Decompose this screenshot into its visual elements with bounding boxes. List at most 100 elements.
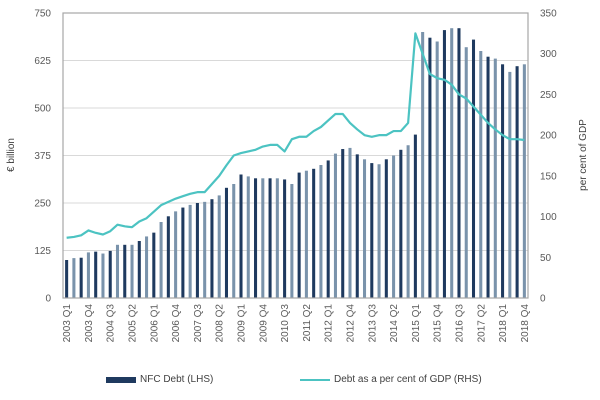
left-tick-label: 500 bbox=[34, 104, 51, 115]
right-tick-label: 150 bbox=[540, 171, 557, 182]
x-tick-label: 2015 Q4 bbox=[433, 304, 444, 343]
bar-2015-q4 bbox=[435, 41, 439, 298]
right-tick-label: 100 bbox=[540, 212, 557, 223]
legend-item-debt-gdp: Debt as a per cent of GDP (RHS) bbox=[300, 374, 482, 385]
bar-2005-q1 bbox=[123, 244, 127, 298]
x-tick-label: 2005 Q2 bbox=[128, 304, 139, 343]
plot-frame bbox=[62, 12, 529, 299]
line-series bbox=[66, 32, 525, 239]
bar-2013-q4 bbox=[377, 164, 381, 298]
bar-2011-q1 bbox=[297, 172, 301, 298]
bar-2015-q1 bbox=[413, 134, 417, 298]
bar-2003-q3 bbox=[79, 257, 83, 298]
x-tick-label: 2004 Q3 bbox=[106, 304, 117, 343]
bar-2007-q1 bbox=[181, 207, 185, 298]
x-tick-label: 2007 Q3 bbox=[193, 304, 204, 343]
x-tick-label: 2018 Q4 bbox=[520, 304, 531, 343]
left-tick-label: 250 bbox=[34, 199, 51, 210]
bar-2015-q3 bbox=[428, 37, 432, 298]
right-axis-ticks: 0 50 100 150 200 250 300 350 bbox=[540, 9, 557, 305]
bar-2017-q4 bbox=[493, 58, 497, 298]
left-tick-label: 375 bbox=[34, 151, 51, 162]
bar-2016-q4 bbox=[464, 47, 468, 299]
right-tick-label: 0 bbox=[540, 294, 546, 305]
x-tick-label: 2013 Q3 bbox=[367, 304, 378, 343]
bar-2005-q4 bbox=[145, 236, 149, 298]
bar-2007-q2 bbox=[188, 204, 192, 298]
x-tick-label: 2003 Q1 bbox=[62, 304, 73, 343]
bar-2004-q4 bbox=[115, 244, 120, 298]
legend-line-swatch bbox=[300, 378, 330, 381]
bar-2009-q4 bbox=[261, 178, 265, 298]
bar-2004-q2 bbox=[101, 253, 105, 298]
bar-2004-q1 bbox=[94, 251, 98, 298]
right-tick-label: 250 bbox=[540, 90, 557, 101]
bar-2017-q1 bbox=[471, 39, 476, 298]
bar-series bbox=[65, 28, 526, 299]
legend-line-label: Debt as a per cent of GDP (RHS) bbox=[334, 374, 482, 385]
bar-2012-q3 bbox=[341, 149, 345, 298]
bar-2009-q1 bbox=[239, 174, 243, 298]
bar-2018-q1 bbox=[501, 64, 505, 298]
legend-bar-swatch bbox=[106, 376, 136, 383]
bar-2016-q1 bbox=[442, 30, 446, 298]
x-tick-label: 2008 Q2 bbox=[215, 304, 226, 343]
left-axis-title: € billion bbox=[6, 138, 17, 172]
bar-2015-q2 bbox=[421, 32, 425, 298]
bar-2006-q1 bbox=[152, 232, 156, 298]
left-tick-label: 625 bbox=[34, 56, 51, 67]
bar-2004-q3 bbox=[108, 250, 112, 298]
bar-2018-q3 bbox=[515, 66, 519, 298]
x-tick-label: 2011 Q2 bbox=[302, 304, 313, 342]
left-axis-ticks: 0 125 250 375 500 625 750 bbox=[34, 9, 51, 305]
bar-2018-q4 bbox=[522, 64, 526, 298]
x-tick-label: 2018 Q1 bbox=[498, 304, 509, 343]
bar-2018-q2 bbox=[508, 71, 512, 299]
bar-2006-q4 bbox=[174, 211, 178, 298]
bar-2003-q1 bbox=[65, 260, 69, 298]
bar-2008-q4 bbox=[232, 184, 236, 298]
bar-2012-q4 bbox=[348, 147, 352, 298]
bar-2006-q2 bbox=[159, 222, 163, 298]
bar-2014-q1 bbox=[384, 159, 388, 298]
bar-2011-q2 bbox=[304, 170, 308, 298]
bar-2007-q3 bbox=[195, 203, 199, 298]
x-axis-ticks: 2003 Q1 2003 Q4 2004 Q3 2005 Q2 2006 Q1 2006 … bbox=[62, 304, 531, 343]
right-tick-label: 200 bbox=[540, 131, 557, 142]
x-tick-label: 2009 Q1 bbox=[237, 304, 248, 343]
bar-2006-q3 bbox=[166, 216, 170, 298]
bar-2009-q3 bbox=[254, 178, 258, 298]
legend-bar-label: NFC Debt (LHS) bbox=[140, 374, 214, 385]
bar-2010-q4 bbox=[290, 184, 294, 298]
right-tick-label: 300 bbox=[540, 49, 557, 60]
bar-2017-q2 bbox=[479, 51, 483, 298]
bar-2008-q2 bbox=[217, 195, 221, 298]
x-tick-label: 2012 Q1 bbox=[324, 304, 335, 343]
x-tick-label: 2016 Q3 bbox=[454, 304, 465, 343]
bar-2012-q1 bbox=[326, 160, 330, 298]
x-tick-label: 2010 Q3 bbox=[280, 304, 291, 343]
left-tick-label: 750 bbox=[34, 9, 51, 20]
x-tick-label: 2017 Q2 bbox=[476, 304, 487, 343]
left-tick-label: 0 bbox=[45, 294, 51, 305]
bar-2003-q2 bbox=[72, 258, 76, 298]
legend-item-nfc-debt: NFC Debt (LHS) bbox=[106, 374, 213, 385]
bar-2008-q3 bbox=[224, 187, 229, 298]
bar-2016-q2 bbox=[450, 28, 454, 298]
right-axis-title: per cent of GDP bbox=[578, 119, 589, 191]
bar-2016-q3 bbox=[457, 28, 461, 298]
left-tick-label: 125 bbox=[34, 246, 51, 257]
x-tick-label: 2006 Q1 bbox=[149, 304, 160, 343]
bar-2014-q2 bbox=[392, 155, 396, 298]
bar-2014-q4 bbox=[406, 145, 410, 298]
bar-2011-q4 bbox=[319, 165, 323, 298]
bar-2010-q2 bbox=[275, 178, 279, 298]
chart: 0 125 250 375 500 625 750 0 50 100 150 200 250 300 35… bbox=[6, 9, 589, 343]
bar-2008-q1 bbox=[210, 199, 214, 298]
bar-2013-q3 bbox=[370, 163, 374, 298]
bar-2010-q1 bbox=[268, 178, 272, 298]
bar-2009-q2 bbox=[246, 176, 250, 298]
legend: NFC Debt (LHS) Debt as a per cent of GDP… bbox=[0, 374, 600, 394]
x-tick-label: 2014 Q2 bbox=[389, 304, 400, 343]
x-tick-label: 2009 Q4 bbox=[258, 304, 269, 343]
